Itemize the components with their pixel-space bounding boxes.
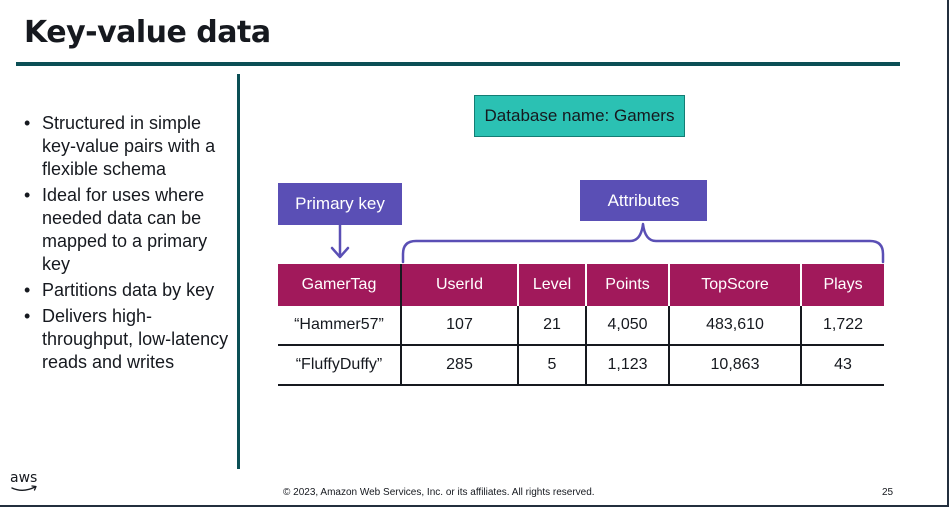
aws-logo: aws (10, 470, 37, 486)
copyright-text: © 2023, Amazon Web Services, Inc. or its… (283, 487, 595, 498)
table-cell: 5 (517, 345, 586, 386)
bullet-list: Structured in simple key-value pairs wit… (24, 112, 229, 377)
title-underline (16, 62, 900, 66)
column-header: GamerTag (278, 264, 402, 306)
vertical-divider (237, 74, 240, 469)
down-arrow-icon (330, 223, 350, 259)
table-header-row: GamerTag UserId Level Points TopScore Pl… (278, 264, 884, 306)
bullet-item: Delivers high-throughput, low-latency re… (24, 305, 229, 374)
table-cell: 1,722 (800, 306, 884, 346)
database-name-box: Database name: Gamers (474, 95, 685, 137)
column-header: Points (585, 264, 669, 306)
table-cell: “FluffyDuffy” (278, 345, 402, 386)
table-cell: 483,610 (668, 306, 801, 346)
table-cell: 107 (401, 306, 518, 346)
gamers-table: GamerTag UserId Level Points TopScore Pl… (278, 264, 884, 386)
attributes-brace-icon (401, 222, 885, 264)
slide-title: Key-value data (24, 15, 271, 50)
page-number: 25 (882, 487, 894, 498)
table-row: “FluffyDuffy” 285 5 1,123 10,863 43 (278, 345, 884, 386)
table-cell: 1,123 (585, 345, 669, 386)
column-header: TopScore (668, 264, 801, 306)
table-cell: 285 (401, 345, 518, 386)
bullet-item: Ideal for uses where needed data can be … (24, 184, 229, 276)
column-header: Plays (800, 264, 884, 306)
column-header: UserId (400, 264, 518, 306)
primary-key-label: Primary key (278, 183, 402, 225)
table-row: “Hammer57” 107 21 4,050 483,610 1,722 (278, 306, 884, 346)
slide: Key-value data Structured in simple key-… (0, 0, 949, 507)
table-cell: “Hammer57” (278, 306, 402, 346)
bullet-item: Structured in simple key-value pairs wit… (24, 112, 229, 181)
attributes-label: Attributes (580, 180, 707, 221)
column-header: Level (517, 264, 586, 306)
table-cell: 43 (800, 345, 884, 386)
table-cell: 4,050 (585, 306, 669, 346)
bullet-item: Partitions data by key (24, 279, 229, 302)
table-cell: 21 (517, 306, 586, 346)
table-cell: 10,863 (668, 345, 801, 386)
aws-smile-icon (11, 485, 37, 491)
aws-logo-text: aws (10, 470, 38, 486)
